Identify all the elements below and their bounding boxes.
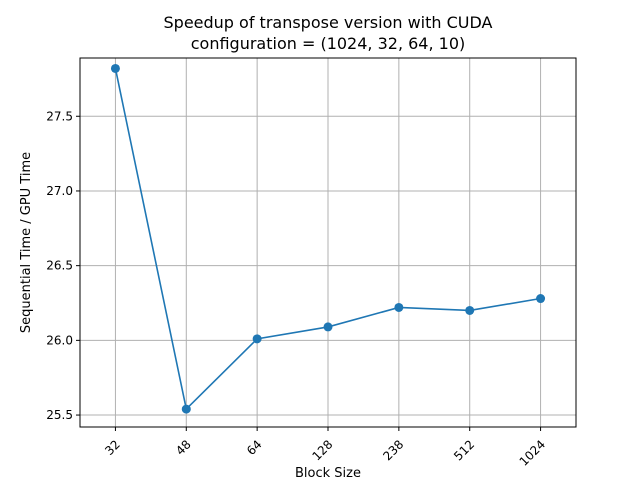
grid-layer [80, 58, 576, 427]
y-tick-label: 26.0 [46, 333, 73, 347]
data-point [394, 302, 404, 312]
x-tick-label: 32 [102, 437, 123, 458]
x-tick-label: 512 [451, 437, 477, 463]
chart-subtitle: configuration = (1024, 32, 64, 10) [191, 34, 466, 53]
x-tick-label: 64 [244, 437, 265, 458]
y-tick-label: 27.0 [46, 184, 73, 198]
series-layer [110, 63, 546, 414]
y-tick-label: 25.5 [46, 408, 73, 422]
y-tick-label: 27.5 [46, 109, 73, 123]
data-point [465, 305, 475, 315]
x-tick-label: 48 [173, 437, 194, 458]
data-point [181, 404, 191, 414]
data-point [110, 63, 120, 73]
x-tick-label: 1024 [517, 437, 548, 468]
data-point [536, 294, 546, 304]
x-tick-label: 238 [380, 437, 406, 463]
data-point [323, 322, 333, 332]
y-axis-label: Sequential Time / GPU Time [19, 152, 34, 333]
data-point [252, 334, 262, 344]
chart-title: Speedup of transpose version with CUDA [164, 13, 493, 32]
x-axis-label: Block Size [295, 466, 361, 480]
x-tick-label: 128 [309, 437, 335, 463]
y-tick-label: 26.5 [46, 259, 73, 273]
